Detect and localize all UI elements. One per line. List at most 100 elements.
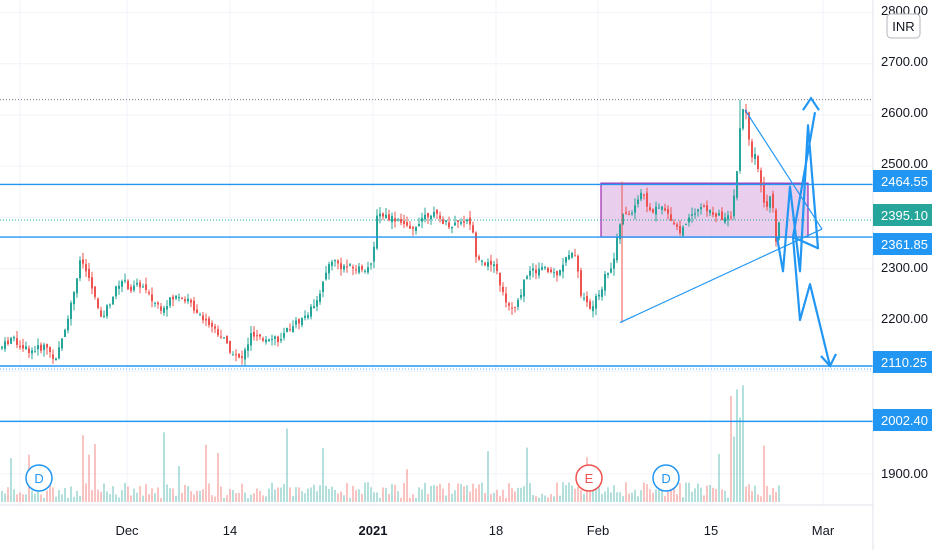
volume-bar xyxy=(367,482,369,502)
candle-body xyxy=(463,221,465,223)
candle-body xyxy=(88,268,90,279)
candle-body xyxy=(40,344,42,351)
dividend-marker[interactable]: D xyxy=(25,464,53,492)
volume-bar xyxy=(601,493,603,502)
volume-bar xyxy=(364,482,366,502)
volume-bar xyxy=(532,494,534,502)
candle-body xyxy=(217,329,219,336)
volume-bar xyxy=(139,486,141,502)
candle-body xyxy=(727,215,729,220)
candle-body xyxy=(493,264,495,267)
volume-bar xyxy=(721,489,723,502)
candle-body xyxy=(196,309,198,313)
candle-body xyxy=(433,211,435,217)
candle-body xyxy=(37,344,39,350)
candle-body xyxy=(706,205,708,212)
volume-bar xyxy=(556,482,558,502)
horizontal-levels[interactable] xyxy=(0,99,873,422)
volume-bar xyxy=(226,495,228,502)
candle-body xyxy=(748,112,750,140)
volume-bar xyxy=(634,489,636,502)
candle-body xyxy=(562,264,564,272)
volume-bar xyxy=(250,494,252,502)
volume-bar xyxy=(277,487,279,502)
volume-bar xyxy=(229,488,231,502)
candle-body xyxy=(100,310,102,317)
candle-body xyxy=(688,217,690,223)
candle-body xyxy=(571,253,573,258)
volume-bar xyxy=(148,494,150,502)
volume-bar xyxy=(175,496,177,502)
price-scale[interactable]: 2800.00 2700.00 2600.00 2500.00 2300.00 … xyxy=(872,0,932,550)
volume-bar xyxy=(547,497,549,502)
volume-bar xyxy=(199,490,201,502)
event-markers[interactable]: D E D xyxy=(25,464,680,492)
volume-bar xyxy=(772,488,774,502)
volume-bar xyxy=(685,482,687,502)
triangle-lower-line xyxy=(619,228,823,324)
time-label: Feb xyxy=(587,523,609,538)
volume-bar xyxy=(241,483,243,502)
volume-bar xyxy=(520,487,522,502)
candle-body xyxy=(673,222,675,225)
candle-body xyxy=(682,227,684,236)
volume-bar xyxy=(760,496,762,502)
candle-body xyxy=(544,267,546,269)
candle-body xyxy=(160,306,162,311)
dividend-marker[interactable]: D xyxy=(652,464,680,492)
projection-arrows[interactable] xyxy=(775,96,837,368)
candle-body xyxy=(1,346,3,349)
triangle-pattern[interactable] xyxy=(619,109,823,324)
candle-body xyxy=(529,270,531,276)
volume-bar xyxy=(91,489,93,502)
volume-bar xyxy=(583,493,585,502)
candle-body xyxy=(256,335,258,337)
candle-body xyxy=(151,294,153,302)
triangle-upper-line xyxy=(744,109,823,230)
price-tick: 2500.00 xyxy=(881,156,928,171)
projection-down-path xyxy=(775,124,832,367)
candle-body xyxy=(112,296,114,305)
volume-bar xyxy=(118,497,120,502)
volume-bar xyxy=(235,493,237,502)
candle-body xyxy=(475,232,477,257)
time-scale[interactable]: Dec 14 2021 18 Feb 15 Mar xyxy=(0,504,873,538)
earnings-marker[interactable]: E xyxy=(575,464,603,492)
volume-bar xyxy=(292,496,294,502)
candle-body xyxy=(427,212,429,218)
candle-body xyxy=(754,153,756,160)
volume-bar xyxy=(13,489,15,502)
candle-body xyxy=(547,267,549,272)
candle-body xyxy=(775,210,777,242)
candle-body xyxy=(502,286,504,292)
volume-bar xyxy=(400,497,402,502)
candle-body xyxy=(649,207,651,211)
volume-bar xyxy=(223,497,225,502)
volume-bar xyxy=(361,493,363,502)
candle-body xyxy=(211,323,213,327)
volume-bar xyxy=(424,482,426,502)
volume-bar xyxy=(559,495,561,502)
candle-body xyxy=(58,347,60,359)
volume-bar xyxy=(511,488,513,502)
volume-bar xyxy=(286,428,288,502)
volume-bar xyxy=(31,490,33,502)
currency-badge[interactable]: INR xyxy=(886,13,921,39)
volume-bar xyxy=(454,490,456,502)
candle-body xyxy=(115,286,117,297)
volume-bar xyxy=(274,489,276,502)
volume-bar xyxy=(340,491,342,502)
level-tag-label: 2464.55 xyxy=(881,174,928,189)
candle-body xyxy=(232,354,234,356)
volume-bar xyxy=(406,469,408,502)
volume-bar xyxy=(757,494,759,502)
volume-bar xyxy=(328,488,330,502)
volume-bar xyxy=(256,488,258,502)
candle-body xyxy=(118,285,120,289)
level-tag-label: 2110.25 xyxy=(881,355,927,370)
volume-bar xyxy=(265,496,267,502)
candle-body xyxy=(694,213,696,215)
volume-bar xyxy=(58,490,60,502)
candle-body xyxy=(175,295,177,299)
